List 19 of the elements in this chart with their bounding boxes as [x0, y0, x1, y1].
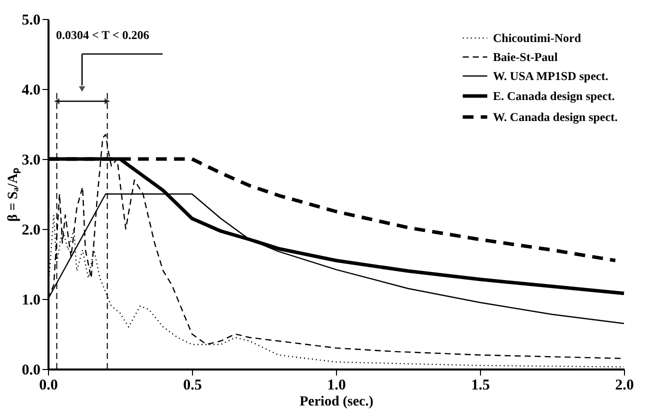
y-tick-label: 3.0	[22, 152, 40, 168]
y-tick-label: 0.0	[22, 362, 40, 378]
legend-label: Baie-St-Paul	[493, 50, 558, 64]
x-tick-label: 1.0	[327, 378, 346, 394]
y-tick-label: 5.0	[22, 12, 40, 28]
legend-label: E. Canada design spect.	[493, 89, 615, 103]
x-tick-label: 2.0	[615, 378, 634, 394]
y-tick-label: 1.0	[22, 292, 40, 308]
annotation: 0.0304 < T < 0.206	[56, 28, 150, 42]
x-axis-title: Period (sec.)	[300, 394, 374, 410]
legend-label: W. USA MP1SD spect.	[493, 69, 608, 83]
y-tick-label: 2.0	[22, 222, 40, 238]
y-tick-label: 4.0	[22, 82, 40, 98]
x-tick-label: 0.5	[183, 378, 202, 394]
x-tick-label: 0.0	[39, 378, 58, 394]
legend-label: W. Canada design spect.	[493, 110, 618, 124]
x-tick-label: 1.5	[471, 378, 490, 394]
y-axis-title: β = Sₐ/Aₚ	[6, 167, 21, 222]
legend-label: Chicoutimi-Nord	[493, 31, 582, 45]
